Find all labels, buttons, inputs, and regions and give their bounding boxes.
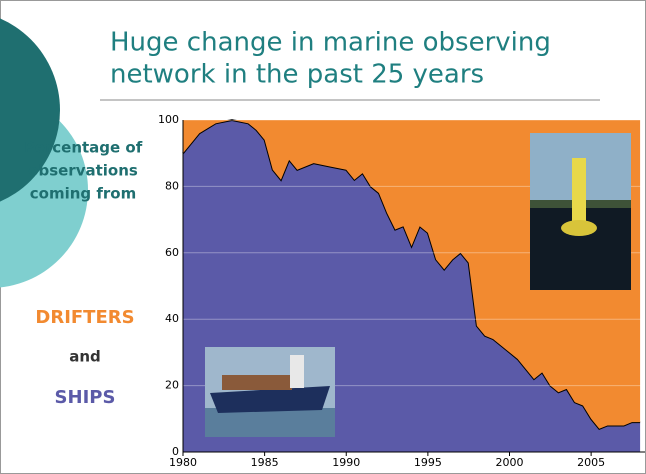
y-tick-label: 20 — [165, 379, 179, 392]
title-line: network in the past 25 years — [110, 60, 484, 90]
legend-ships: SHIPS — [55, 387, 116, 408]
ship-bridge — [290, 355, 304, 388]
ylabel-line: Percentage of — [24, 139, 143, 157]
y-tick-label: 80 — [165, 179, 179, 192]
buoy-float — [561, 220, 597, 236]
x-tick-label: 1985 — [251, 456, 279, 469]
x-tick-label: 1995 — [414, 456, 442, 469]
x-tick-label: 1980 — [169, 456, 197, 469]
buoy-photo — [530, 133, 631, 290]
x-tick-label: 2005 — [577, 456, 605, 469]
legend-drifters: DRIFTERS — [35, 307, 134, 328]
ship-cargo — [222, 375, 292, 390]
y-tick-label: 100 — [158, 113, 179, 126]
legend-connector: and — [69, 348, 101, 366]
ylabel-line: observations — [28, 162, 138, 180]
x-tick-label: 2000 — [496, 456, 524, 469]
ylabel-line: coming from — [30, 185, 136, 203]
title-line: Huge change in marine observing — [110, 28, 551, 58]
y-tick-label: 60 — [165, 246, 179, 259]
slide: Huge change in marine observing network … — [0, 0, 646, 474]
y-tick-label: 40 — [165, 312, 179, 325]
x-tick-label: 1990 — [332, 456, 360, 469]
ship-photo — [205, 347, 335, 437]
buoy-pole — [572, 158, 586, 228]
